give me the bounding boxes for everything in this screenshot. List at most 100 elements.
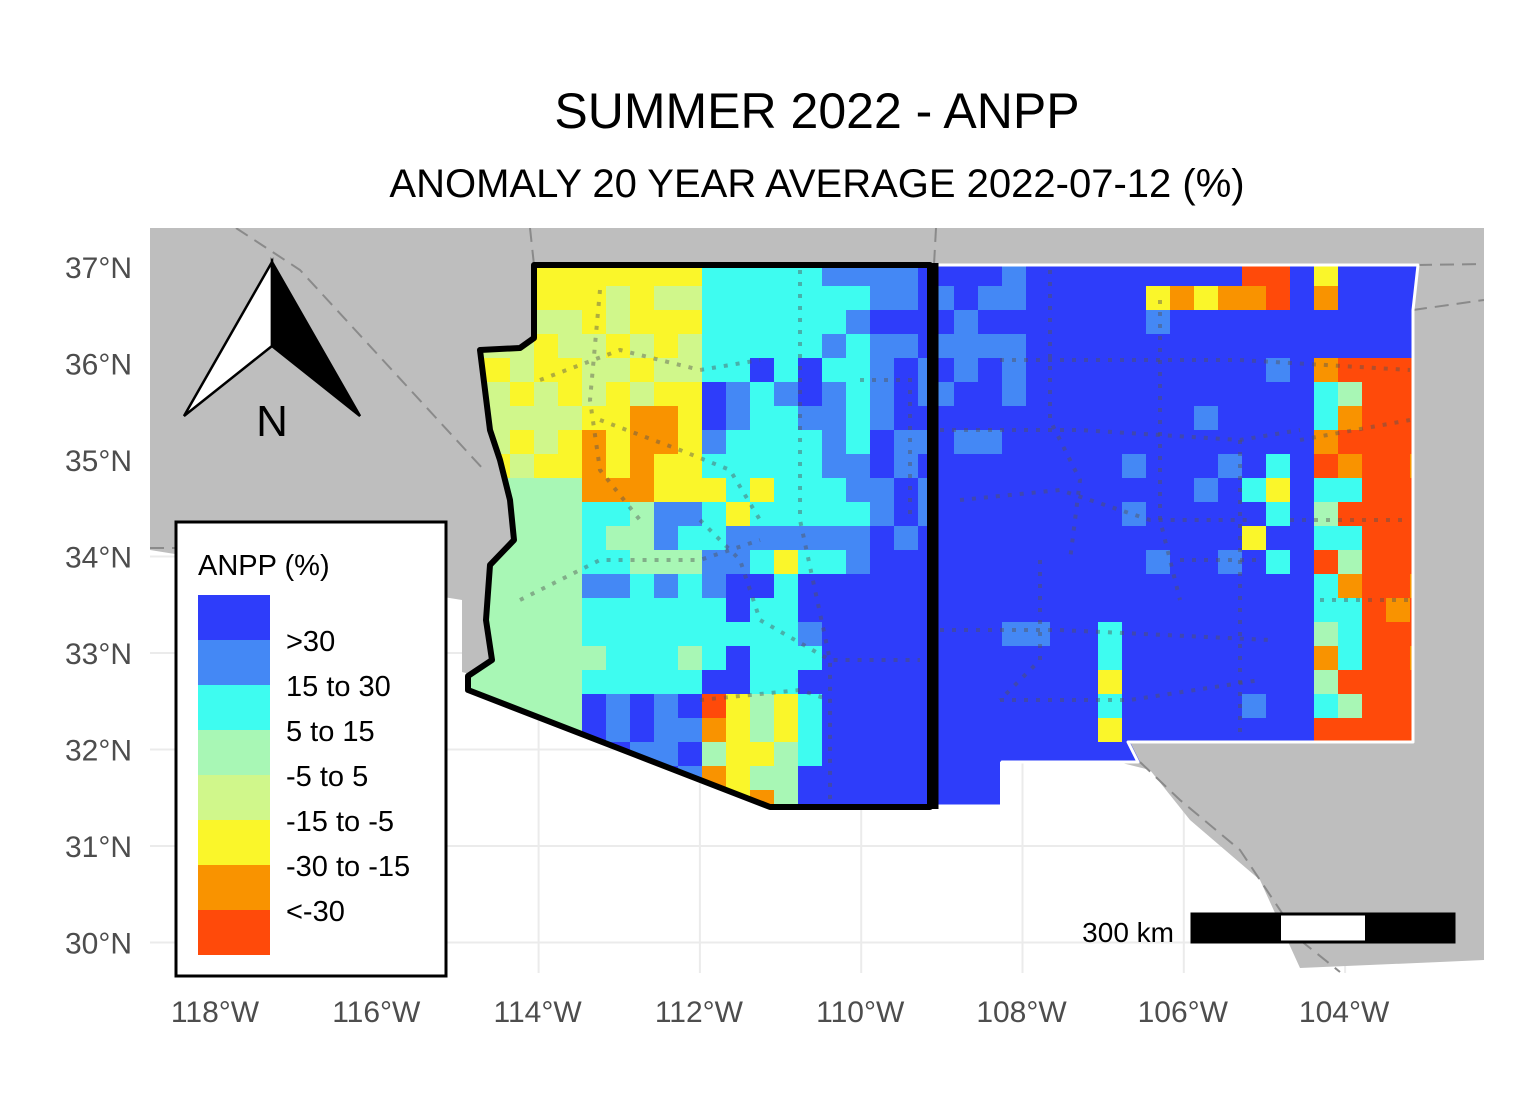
raster-cell: [1314, 334, 1339, 359]
raster-cell: [1026, 526, 1051, 551]
raster-cell: [1098, 766, 1123, 791]
raster-cell: [750, 382, 775, 407]
raster-cell: [582, 670, 607, 695]
raster-cell: [1314, 382, 1339, 407]
raster-cell: [1338, 406, 1363, 431]
raster-cell: [1218, 334, 1243, 359]
raster-cell: [894, 286, 919, 311]
raster-cell: [1242, 694, 1267, 719]
raster-cell: [1074, 574, 1099, 599]
raster-cell: [750, 430, 775, 455]
raster-cell: [1242, 430, 1267, 455]
raster-cell: [894, 310, 919, 335]
raster-cell: [750, 766, 775, 791]
raster-cell: [534, 406, 559, 431]
raster-cell: [630, 646, 655, 671]
raster-cell: [702, 382, 727, 407]
raster-cell: [702, 598, 727, 623]
legend-label: >30: [286, 626, 335, 658]
raster-cell: [534, 598, 559, 623]
raster-cell: [978, 430, 1003, 455]
raster-cell: [822, 694, 847, 719]
raster-cell: [954, 454, 979, 479]
raster-cell: [1002, 406, 1027, 431]
raster-cell: [1098, 526, 1123, 551]
raster-cell: [846, 622, 871, 647]
raster-cell: [1122, 670, 1147, 695]
raster-cell: [774, 478, 799, 503]
raster-cell: [702, 430, 727, 455]
raster-cell: [1122, 598, 1147, 623]
raster-cell: [726, 430, 751, 455]
raster-cell: [1002, 526, 1027, 551]
raster-cell: [978, 742, 1003, 767]
raster-cell: [486, 358, 511, 383]
raster-cell: [510, 718, 535, 743]
raster-cell: [678, 526, 703, 551]
raster-cell: [1002, 454, 1027, 479]
raster-cell: [486, 718, 511, 743]
raster-cell: [1338, 358, 1363, 383]
raster-cell: [702, 478, 727, 503]
raster-cell: [1314, 646, 1339, 671]
raster-cell: [1050, 382, 1075, 407]
raster-cell: [630, 310, 655, 335]
raster-cell: [630, 382, 655, 407]
raster-cell: [1050, 286, 1075, 311]
raster-cell: [654, 310, 679, 335]
raster-cell: [894, 334, 919, 359]
raster-cell: [1002, 598, 1027, 623]
raster-cell: [678, 598, 703, 623]
raster-cell: [774, 526, 799, 551]
raster-cell: [894, 790, 919, 815]
raster-cell: [1194, 382, 1219, 407]
raster-cell: [1314, 718, 1339, 743]
raster-cell: [1290, 382, 1315, 407]
raster-cell: [870, 718, 895, 743]
raster-cell: [1146, 646, 1171, 671]
raster-cell: [534, 310, 559, 335]
scale-bar-label: 300 km: [1082, 917, 1174, 948]
raster-cell: [510, 454, 535, 479]
raster-cell: [1122, 334, 1147, 359]
raster-cell: [630, 358, 655, 383]
raster-cell: [870, 622, 895, 647]
raster-cell: [1266, 598, 1291, 623]
raster-cell: [1362, 310, 1387, 335]
lat-tick-label: 36°N: [65, 349, 132, 382]
raster-cell: [846, 550, 871, 575]
raster-cell: [606, 310, 631, 335]
lat-tick-label: 31°N: [65, 831, 132, 864]
raster-cell: [702, 646, 727, 671]
raster-cell: [1266, 334, 1291, 359]
raster-cell: [1362, 646, 1387, 671]
raster-cell: [1290, 694, 1315, 719]
raster-cell: [954, 766, 979, 791]
raster-cell: [1074, 526, 1099, 551]
raster-cell: [978, 454, 1003, 479]
raster-cell: [1218, 406, 1243, 431]
raster-cell: [486, 790, 511, 815]
raster-cell: [750, 718, 775, 743]
raster-cell: [582, 502, 607, 527]
raster-cell: [654, 646, 679, 671]
raster-cell: [798, 790, 823, 815]
legend-label: -30 to -15: [286, 851, 410, 883]
raster-cell: [1242, 718, 1267, 743]
lon-tick-label: 104°W: [1299, 996, 1390, 1029]
raster-cell: [1290, 286, 1315, 311]
raster-cell: [1026, 670, 1051, 695]
raster-cell: [678, 478, 703, 503]
raster-cell: [954, 574, 979, 599]
raster-cell: [1218, 382, 1243, 407]
north-arrow-label: N: [256, 397, 288, 446]
raster-cell: [1386, 334, 1411, 359]
raster-cell: [1122, 502, 1147, 527]
raster-cell: [702, 454, 727, 479]
raster-cell: [558, 742, 583, 767]
raster-cell: [774, 382, 799, 407]
raster-cell: [462, 790, 487, 815]
raster-cell: [870, 790, 895, 815]
raster-cell: [1338, 526, 1363, 551]
raster-cell: [702, 574, 727, 599]
